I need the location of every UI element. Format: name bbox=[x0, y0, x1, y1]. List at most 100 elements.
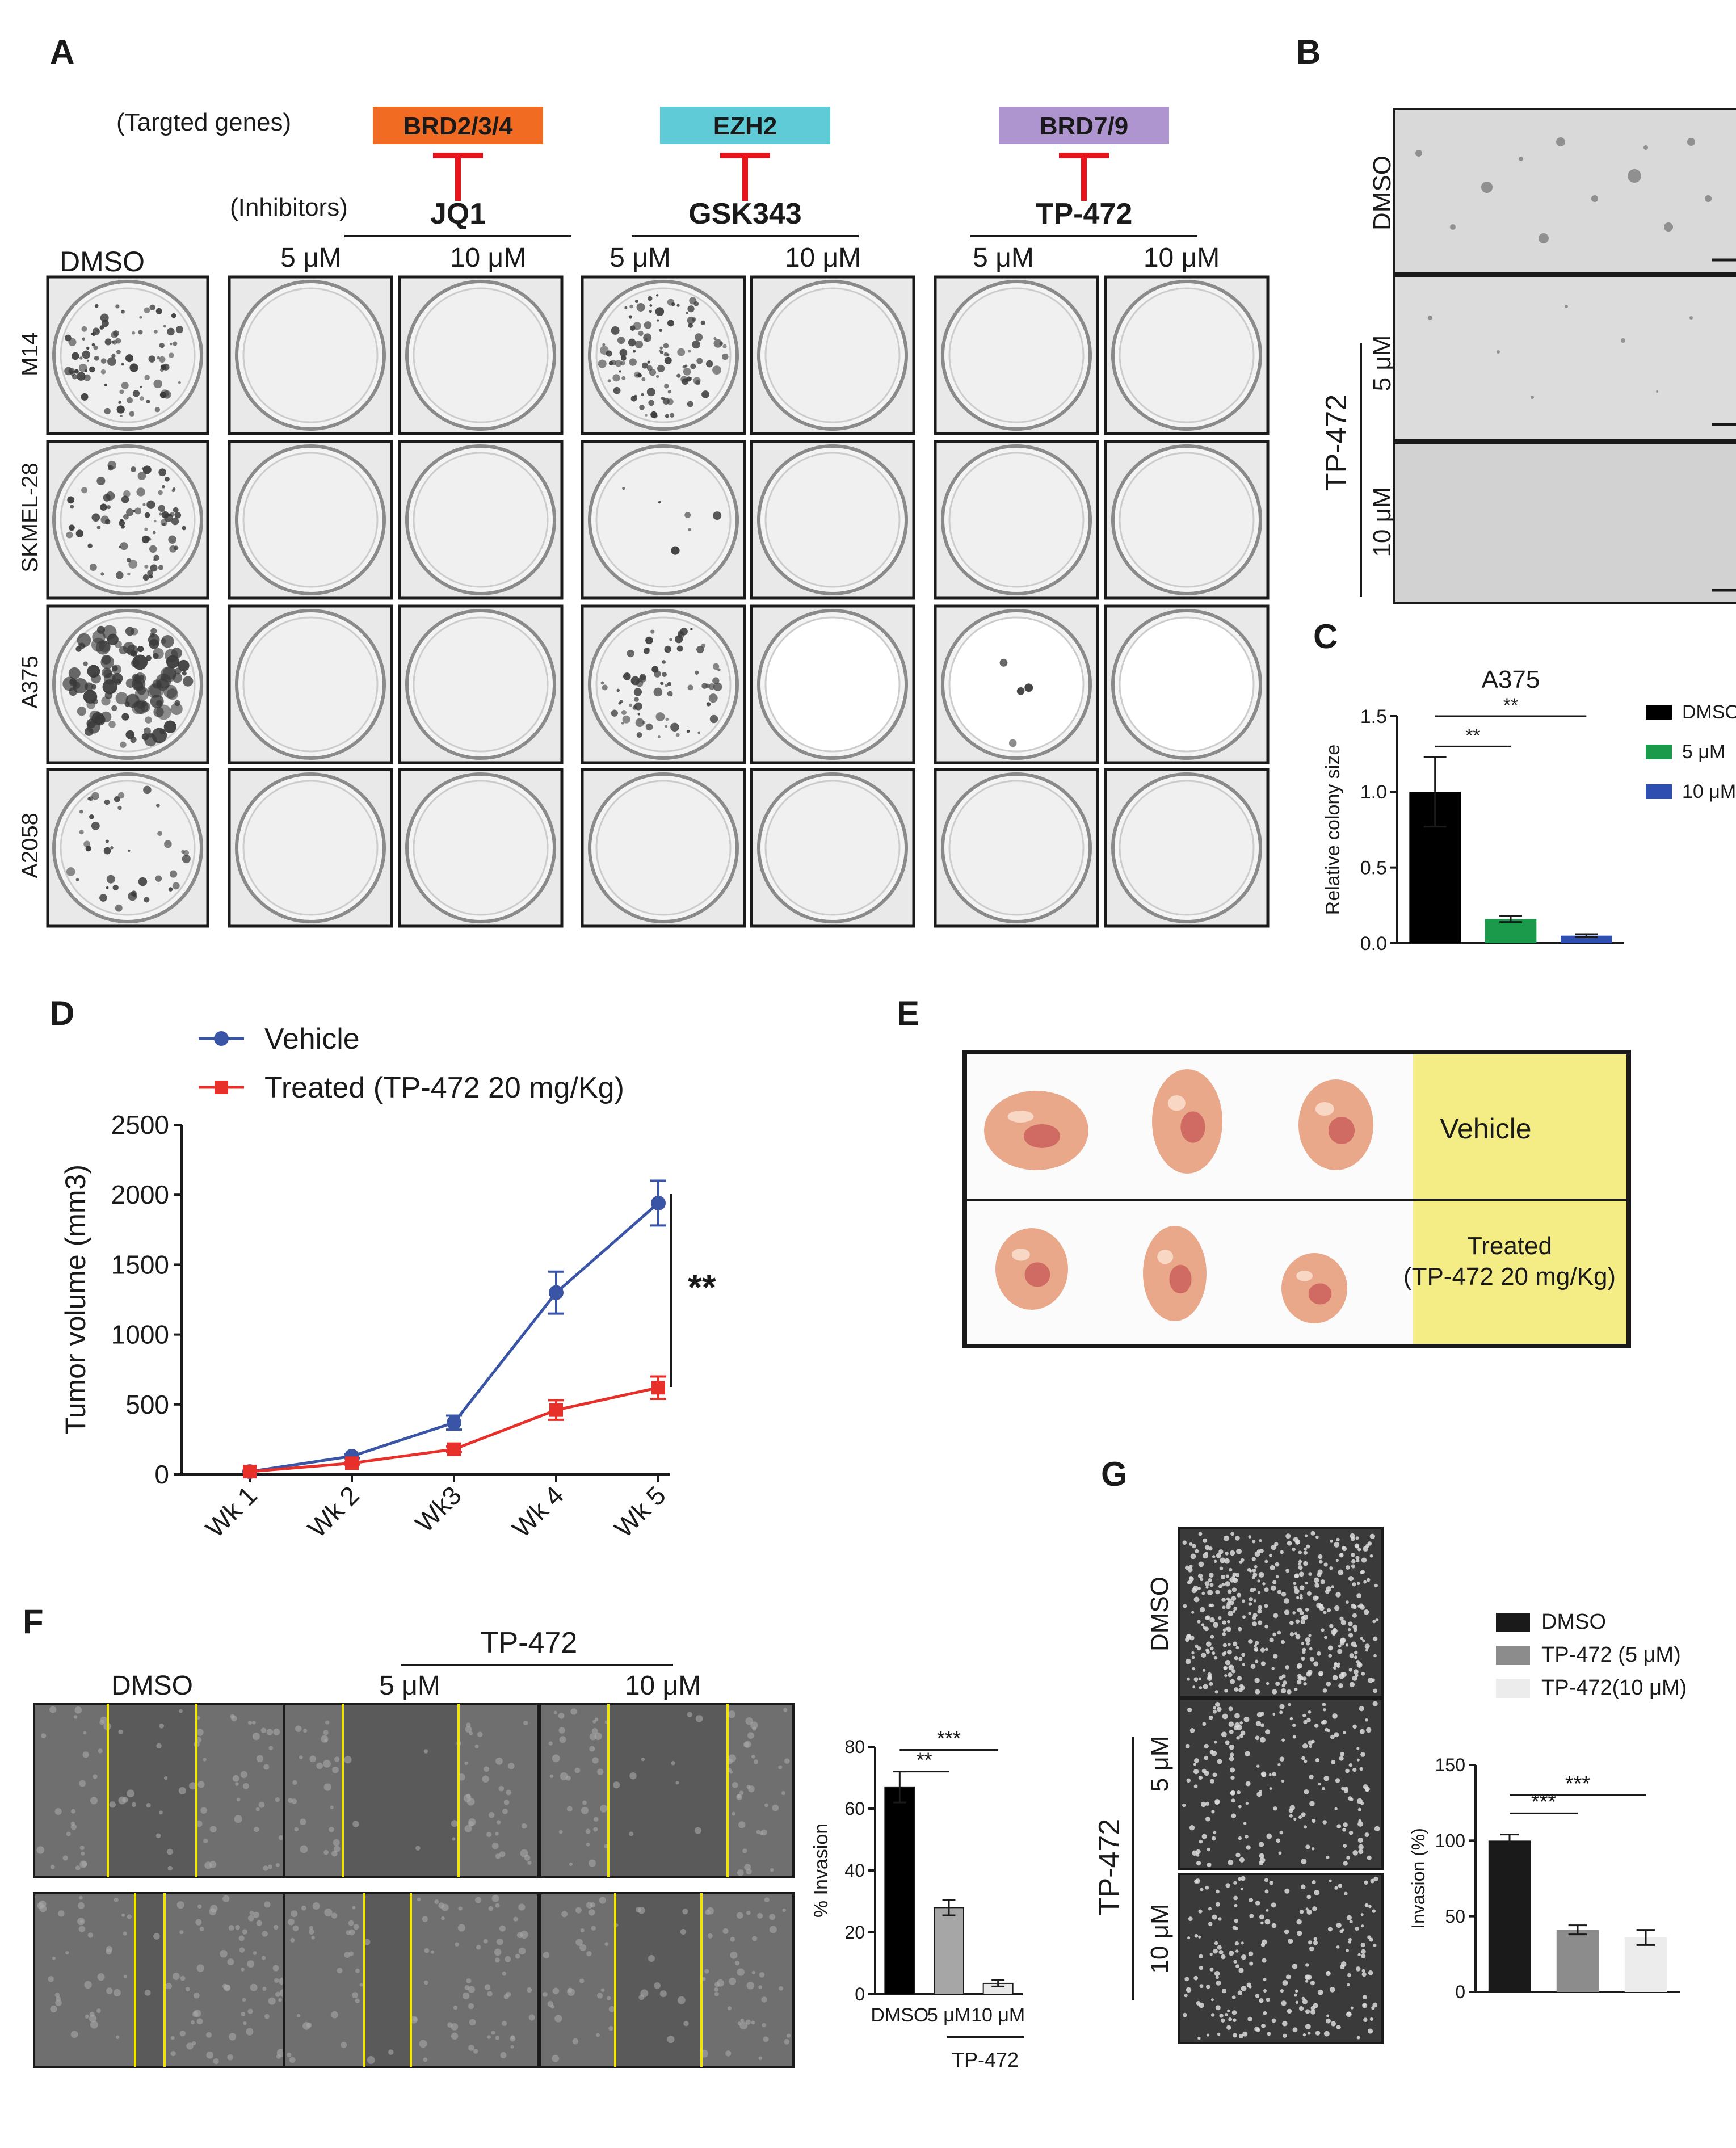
colony bbox=[623, 672, 631, 680]
invaded-cell bbox=[1257, 1609, 1262, 1614]
invaded-cell bbox=[1245, 1781, 1251, 1787]
invaded-cell bbox=[1355, 1536, 1359, 1540]
colony bbox=[144, 527, 148, 531]
cell bbox=[495, 1757, 503, 1765]
invaded-cell bbox=[1306, 1591, 1312, 1596]
cell bbox=[464, 1825, 472, 1832]
tumor-highlight bbox=[1157, 1250, 1174, 1264]
invaded-cell bbox=[1190, 1553, 1196, 1559]
invaded-cell bbox=[1312, 1847, 1315, 1851]
invaded-cell bbox=[1294, 1993, 1298, 1997]
invaded-cell bbox=[1209, 1967, 1214, 1972]
cell bbox=[106, 1948, 112, 1955]
invaded-cell bbox=[1187, 1567, 1193, 1573]
cell bbox=[309, 1926, 314, 1930]
legend-swatch bbox=[1646, 705, 1672, 720]
colony bbox=[128, 849, 131, 852]
invaded-cell bbox=[1344, 1891, 1348, 1896]
significance-label: *** bbox=[1565, 1772, 1591, 1796]
cell bbox=[452, 1837, 456, 1841]
panel-e: Vehicle Treated (TP-472 20 mg/Kg) bbox=[962, 1050, 1631, 1348]
invaded-cell bbox=[1308, 1940, 1313, 1945]
invaded-cell bbox=[1360, 1801, 1364, 1805]
invaded-cell bbox=[1371, 1678, 1375, 1682]
colony bbox=[170, 512, 175, 517]
colony bbox=[105, 839, 109, 843]
invaded-cell bbox=[1266, 1682, 1270, 1685]
cell bbox=[638, 1994, 645, 2000]
invaded-cell bbox=[1185, 1743, 1190, 1748]
colony bbox=[619, 700, 623, 704]
invaded-cell bbox=[1296, 1596, 1300, 1599]
invaded-cell bbox=[1300, 1884, 1306, 1890]
cell bbox=[458, 1906, 463, 1911]
colony bbox=[687, 401, 693, 407]
cell bbox=[752, 1726, 756, 1731]
colony bbox=[166, 688, 178, 700]
cell bbox=[590, 1902, 595, 1907]
invaded-cell bbox=[1221, 2018, 1225, 2023]
cell bbox=[527, 1860, 532, 1865]
colony bbox=[719, 341, 724, 346]
agar-colonies bbox=[1415, 137, 1712, 399]
cell bbox=[167, 1848, 173, 1855]
colony bbox=[100, 358, 107, 364]
colony bbox=[106, 491, 115, 501]
invaded-cell bbox=[1228, 1611, 1234, 1616]
agar-colony bbox=[1628, 169, 1641, 183]
cell bbox=[388, 2049, 394, 2055]
invaded-cell bbox=[1275, 1681, 1280, 1687]
invaded-cell bbox=[1203, 1684, 1208, 1689]
cell bbox=[333, 1846, 341, 1852]
invaded-cell bbox=[1337, 1649, 1343, 1654]
invaded-cell bbox=[1366, 1578, 1371, 1582]
invaded-cell bbox=[1256, 1712, 1263, 1718]
colony bbox=[87, 797, 91, 801]
agar-colony bbox=[1519, 157, 1523, 161]
invaded-cell bbox=[1326, 1586, 1331, 1592]
invaded-cell bbox=[1221, 1954, 1226, 1960]
soft-agar-image-5um bbox=[1393, 275, 1736, 442]
cell bbox=[296, 2014, 301, 2017]
invaded-cell bbox=[1326, 1608, 1331, 1612]
cell bbox=[751, 2020, 755, 2025]
invaded-cell bbox=[1225, 1581, 1230, 1587]
colony bbox=[688, 349, 691, 353]
invaded-cell bbox=[1252, 1621, 1257, 1626]
invaded-cell bbox=[1191, 1651, 1195, 1655]
invaded-cell bbox=[1369, 1533, 1375, 1539]
colony bbox=[183, 676, 194, 687]
cell bbox=[473, 2049, 478, 2054]
cell bbox=[176, 1901, 184, 1909]
colony bbox=[119, 520, 125, 527]
invaded-cell bbox=[1306, 1544, 1310, 1549]
colony bbox=[652, 413, 658, 419]
invaded-cell bbox=[1229, 1756, 1234, 1762]
colony bbox=[712, 677, 720, 684]
invaded-cell bbox=[1215, 1975, 1219, 1979]
scratch-image bbox=[33, 1892, 289, 2068]
legend-marker bbox=[214, 1031, 229, 1046]
cell bbox=[737, 1869, 744, 1876]
colony bbox=[644, 321, 652, 329]
invaded-cell bbox=[1303, 1550, 1308, 1555]
invaded-cell bbox=[1269, 1787, 1272, 1790]
cell bbox=[725, 2050, 732, 2057]
colony bbox=[178, 381, 181, 384]
invaded-cell bbox=[1228, 1721, 1234, 1727]
invaded-cell bbox=[1245, 1801, 1249, 1805]
invaded-cell bbox=[1298, 1550, 1302, 1554]
cell bbox=[758, 1985, 763, 1989]
invaded-cell bbox=[1284, 1609, 1290, 1615]
invaded-cell bbox=[1313, 1940, 1318, 1945]
cell bbox=[186, 2042, 194, 2050]
colony bbox=[155, 875, 162, 882]
agar-colony bbox=[1556, 137, 1565, 146]
invaded-cell bbox=[1248, 1639, 1253, 1644]
colony bbox=[83, 690, 98, 704]
cell bbox=[486, 1831, 492, 1838]
invaded-cell bbox=[1292, 2027, 1298, 2033]
invaded-cell bbox=[1323, 2031, 1330, 2037]
invaded-cell bbox=[1323, 1562, 1328, 1567]
invaded-cell bbox=[1334, 1807, 1338, 1811]
